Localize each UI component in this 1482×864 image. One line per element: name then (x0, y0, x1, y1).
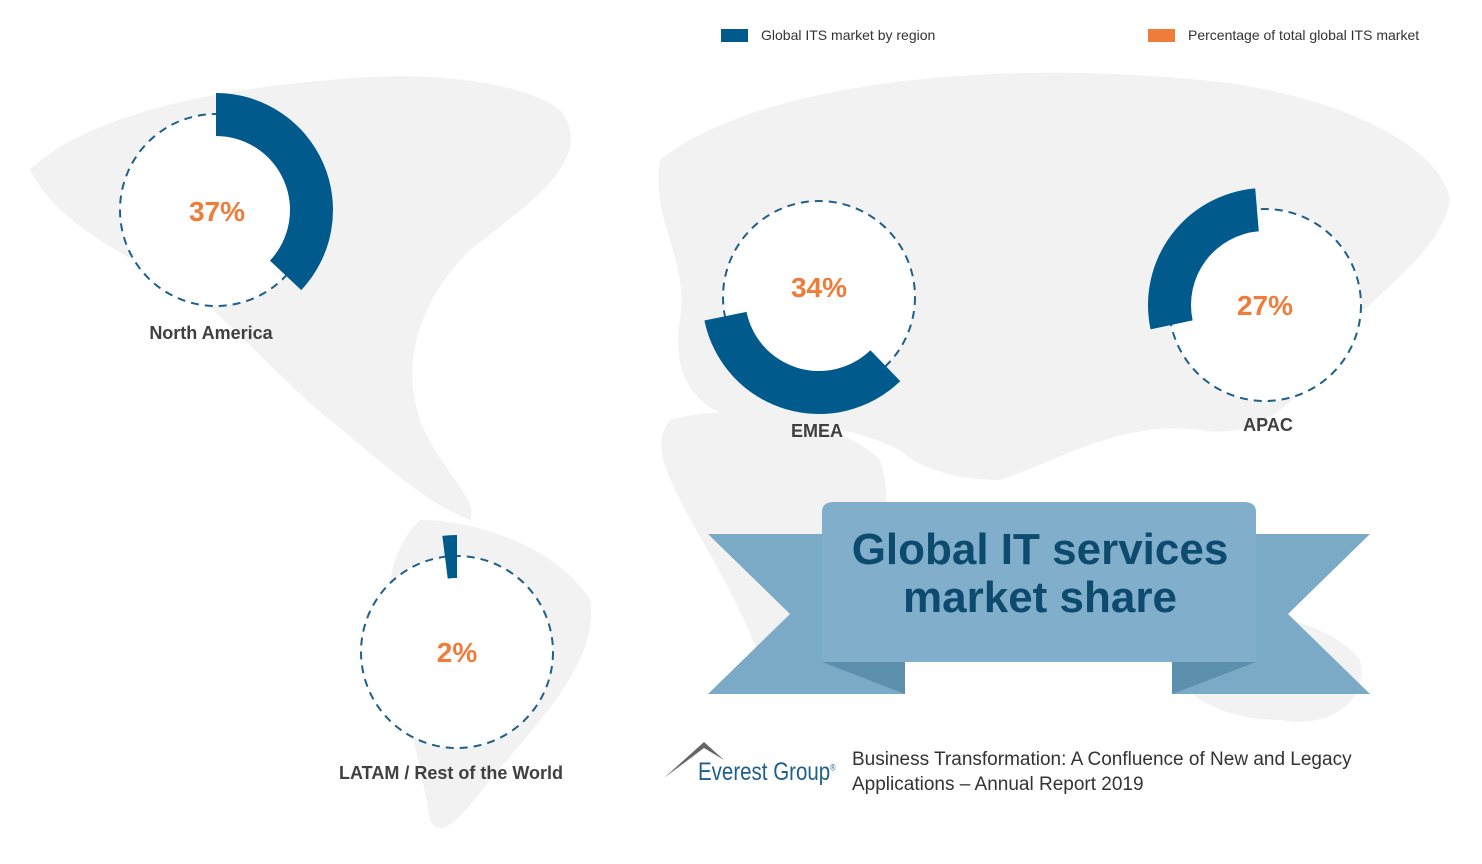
report-title-line-2: Applications – Annual Report 2019 (852, 774, 1144, 795)
banner-title: Global IT services market share (830, 526, 1250, 622)
percent-label-north-america: 37% (188, 196, 246, 227)
legend-swatch-orange (1148, 28, 1175, 42)
region-label-north-america: North America (149, 323, 273, 343)
title-banner (708, 502, 1370, 694)
banner-line-2: market share (903, 573, 1177, 622)
region-label-latam: LATAM / Rest of the World (339, 763, 563, 783)
legend-item-percentage: Percentage of total global ITS market (1148, 27, 1419, 43)
arc-north-america (216, 93, 333, 291)
everest-group-logo: Everest Group® (698, 758, 836, 786)
region-label-emea: EMEA (790, 421, 844, 441)
report-title: Business Transformation: A Confluence of… (852, 747, 1352, 797)
banner-line-1: Global IT services (851, 525, 1229, 574)
percent-label-latam: 2% (436, 637, 478, 668)
dashed-ring-emea (722, 200, 916, 394)
region-label-apac: APAC (1243, 415, 1293, 435)
percent-label-apac: 27% (1236, 290, 1294, 321)
legend-label: Global ITS market by region (761, 27, 936, 43)
arc-apac (1148, 188, 1259, 330)
legend-item-region: Global ITS market by region (721, 27, 935, 43)
legend-label: Percentage of total global ITS market (1188, 27, 1420, 43)
logo-text: Everest Group (698, 758, 831, 786)
everest-mountain-icon (664, 742, 724, 778)
percent-label-emea: 34% (790, 272, 848, 303)
arc-emea (704, 311, 901, 415)
legend-swatch-blue (721, 28, 748, 42)
report-title-line-1: Business Transformation: A Confluence of… (852, 749, 1352, 770)
arc-latam (442, 535, 457, 579)
